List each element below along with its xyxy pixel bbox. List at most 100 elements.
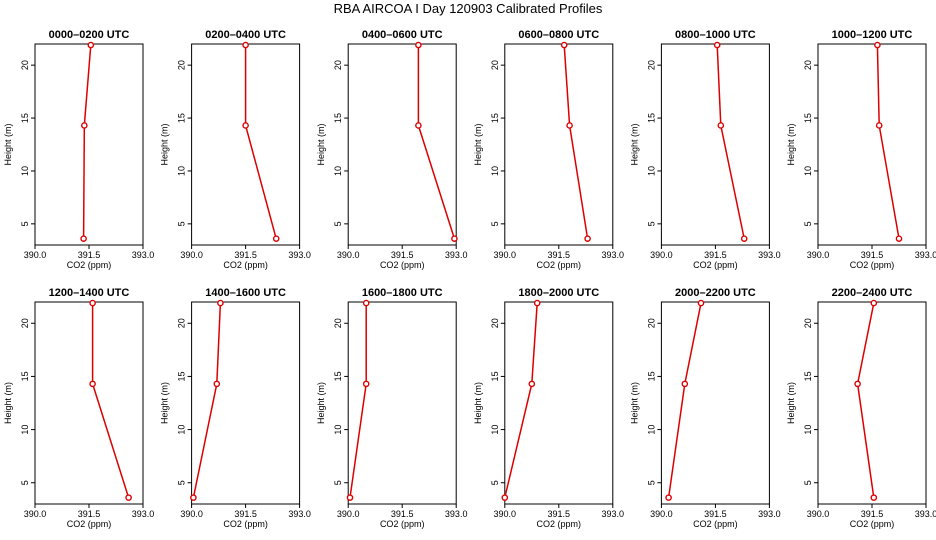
y-tick-label: 20 [20, 318, 30, 328]
x-axis-label: CO2 (ppm) [537, 519, 582, 529]
profile-point [717, 122, 725, 129]
x-tick-label: 393.0 [288, 509, 311, 519]
x-tick-label: 393.0 [758, 509, 781, 519]
x-axis-label: CO2 (ppm) [693, 260, 738, 270]
y-tick-label: 20 [490, 318, 500, 328]
x-axis-label: CO2 (ppm) [380, 519, 425, 529]
x-tick-label: 391.5 [234, 509, 257, 519]
y-tick-label: 15 [333, 113, 343, 123]
profile-point [125, 494, 132, 501]
y-tick-label: 15 [646, 371, 656, 381]
y-axis-label: Height (m) [473, 123, 483, 165]
x-tick-label: 390.0 [337, 250, 360, 260]
profile-point [713, 41, 721, 49]
y-tick-label: 20 [803, 60, 813, 70]
profile-point [665, 494, 672, 501]
x-tick-label: 393.0 [445, 250, 468, 260]
x-tick-label: 391.5 [391, 509, 414, 519]
profile-point [415, 41, 422, 49]
profile-point [346, 494, 354, 501]
profile-point [213, 380, 221, 388]
chart-panel: 1800–2000 UTC 390.0 391.5 393.0 CO2 (ppm) 5 10… [473, 287, 624, 529]
x-axis-label: CO2 (ppm) [850, 519, 895, 529]
panel-title: 1000–1200 UTC [832, 29, 913, 41]
y-tick-label: 5 [646, 221, 656, 226]
x-tick-label: 391.5 [704, 250, 727, 260]
y-tick-label: 10 [333, 166, 343, 176]
y-tick-label: 10 [20, 425, 30, 435]
profile-line [563, 45, 589, 239]
panel-title: 0000–0200 UTC [49, 29, 130, 41]
x-tick-label: 393.0 [758, 250, 781, 260]
profile-line [667, 302, 702, 498]
x-tick-label: 391.5 [234, 250, 257, 260]
y-tick-label: 15 [20, 371, 30, 381]
x-tick-label: 393.0 [132, 250, 155, 260]
y-tick-label: 15 [490, 371, 500, 381]
panel-title: 2200–2400 UTC [832, 287, 913, 299]
profile-line [91, 303, 130, 498]
profile-line [417, 45, 456, 239]
panel-title: 1600–1800 UTC [362, 287, 443, 299]
y-axis-label: Height (m) [629, 382, 639, 424]
y-tick-label: 20 [803, 318, 813, 328]
x-tick-label: 393.0 [132, 509, 155, 519]
x-tick-label: 390.0 [337, 509, 360, 519]
y-axis-label: Height (m) [473, 382, 483, 424]
y-tick-label: 5 [803, 221, 813, 226]
y-tick-label: 5 [490, 221, 500, 226]
y-tick-label: 15 [177, 371, 187, 381]
x-tick-label: 393.0 [288, 250, 311, 260]
profile-line [504, 303, 538, 498]
profile-point [87, 41, 95, 49]
profile-point [80, 235, 87, 242]
chart-panel: 1200–1400 UTC 390.0 391.5 393.0 CO2 (ppm) 5 10… [3, 287, 154, 529]
y-tick-label: 5 [646, 480, 656, 485]
y-tick-label: 10 [646, 425, 656, 435]
x-tick-label: 390.0 [807, 250, 830, 260]
x-tick-label: 393.0 [915, 250, 936, 260]
chart-panel: 0200–0400 UTC 390.0 391.5 393.0 CO2 (ppm) 5 10… [160, 29, 311, 270]
y-tick-label: 5 [177, 480, 187, 485]
x-tick-label: 390.0 [24, 509, 47, 519]
x-tick-label: 391.5 [861, 509, 884, 519]
x-axis-label: CO2 (ppm) [223, 519, 268, 529]
x-axis-label: CO2 (ppm) [223, 260, 268, 270]
panel-title: 0800–1000 UTC [675, 29, 756, 41]
panel-title: 0200–0400 UTC [205, 29, 286, 41]
y-tick-label: 15 [803, 371, 813, 381]
y-axis-label: Height (m) [316, 382, 326, 424]
profile-line [349, 303, 367, 498]
x-tick-label: 391.5 [548, 509, 571, 519]
plot-frame [347, 43, 457, 246]
profile-point [854, 380, 861, 388]
x-tick-label: 390.0 [650, 250, 673, 260]
profile-point [528, 380, 536, 388]
profile-point [362, 299, 370, 307]
y-tick-label: 10 [177, 166, 187, 176]
x-tick-label: 390.0 [494, 509, 517, 519]
x-tick-label: 393.0 [602, 250, 625, 260]
profile-point [242, 41, 249, 49]
profile-point [501, 494, 509, 501]
chart-panel: 1600–1800 UTC 390.0 391.5 393.0 CO2 (ppm) 5 10… [316, 287, 467, 529]
x-tick-label: 391.5 [78, 250, 101, 260]
profile-point [89, 299, 96, 307]
y-tick-label: 10 [803, 166, 813, 176]
y-tick-label: 15 [177, 113, 187, 123]
y-tick-label: 20 [646, 318, 656, 328]
x-tick-label: 391.5 [548, 250, 571, 260]
y-axis-label: Height (m) [3, 123, 13, 165]
profile-point [217, 299, 224, 307]
plot-frame [34, 301, 144, 505]
x-tick-label: 390.0 [180, 250, 203, 260]
panel-title: 1800–2000 UTC [518, 287, 599, 299]
profile-point [533, 299, 541, 307]
y-tick-label: 5 [333, 221, 343, 226]
x-axis-label: CO2 (ppm) [537, 260, 582, 270]
figure-title: RBA AIRCOA I Day 120903 Calibrated Profi… [334, 1, 603, 16]
y-axis-label: Height (m) [3, 382, 13, 424]
y-tick-label: 10 [333, 425, 343, 435]
profile-line [244, 45, 277, 239]
x-tick-label: 391.5 [391, 250, 414, 260]
